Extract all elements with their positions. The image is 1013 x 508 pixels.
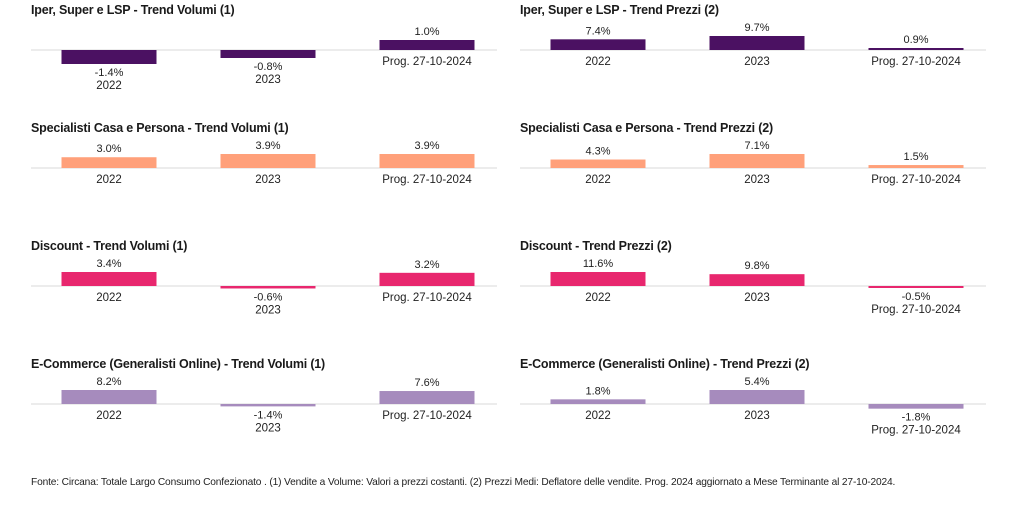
chart-panel: E-Commerce (Generalisti Online) - Trend … xyxy=(31,357,499,467)
category-label: 2022 xyxy=(585,410,611,422)
chart-plot: 8.2% 2022 -1.4%2023 7.6% Prog. 27-10-2024 xyxy=(31,376,497,434)
category-label: 2023 xyxy=(744,292,770,304)
category-label: 2023 xyxy=(255,422,281,434)
chart-plot: 4.3% 2022 7.1% 2023 1.5% Prog. 27-10-2024 xyxy=(520,140,986,186)
bar xyxy=(220,50,316,58)
category-label: 2022 xyxy=(96,80,122,92)
bar xyxy=(61,272,157,286)
category-label: 2022 xyxy=(96,174,122,186)
data-label: -1.4% xyxy=(254,409,283,421)
data-label: 5.4% xyxy=(744,376,769,388)
data-label: 3.4% xyxy=(96,258,121,270)
chart-plot: 7.4% 2022 9.7% 2023 0.9% Prog. 27-10-2024 xyxy=(520,22,986,68)
chart-title: Iper, Super e LSP - Trend Volumi (1) xyxy=(31,3,235,17)
bar xyxy=(709,36,805,50)
category-label: 2023 xyxy=(255,174,281,186)
chart-panel: Specialisti Casa e Persona - Trend Volum… xyxy=(31,121,499,231)
bar xyxy=(61,157,157,168)
chart-title: E-Commerce (Generalisti Online) - Trend … xyxy=(520,357,810,371)
category-label: Prog. 27-10-2024 xyxy=(871,56,961,68)
category-label: 2023 xyxy=(255,304,281,316)
bar xyxy=(709,390,805,404)
chart-plot: 11.6% 2022 9.8% 2023 -0.5%Prog. 27-10-2024 xyxy=(520,258,986,316)
chart-plot: -1.4%2022 -0.8%2023 1.0% Prog. 27-10-2024 xyxy=(31,26,497,92)
data-label: 7.1% xyxy=(744,140,769,152)
category-label: 2022 xyxy=(96,410,122,422)
data-label: 9.8% xyxy=(744,260,769,272)
category-label: 2023 xyxy=(744,174,770,186)
bar xyxy=(868,404,964,409)
data-label: 8.2% xyxy=(96,376,121,388)
bar xyxy=(709,154,805,168)
data-label: -0.8% xyxy=(254,61,283,73)
bar xyxy=(550,159,646,168)
category-label: 2022 xyxy=(585,292,611,304)
bar xyxy=(379,391,475,404)
data-label: 4.3% xyxy=(585,146,610,158)
chart-title: Specialisti Casa e Persona - Trend Prezz… xyxy=(520,121,773,135)
bar xyxy=(550,272,646,286)
category-label: Prog. 27-10-2024 xyxy=(382,410,472,422)
data-label: 0.9% xyxy=(903,34,928,46)
bar xyxy=(709,274,805,286)
bar xyxy=(220,154,316,168)
bar xyxy=(550,399,646,404)
chart-title: Discount - Trend Prezzi (2) xyxy=(520,239,672,253)
category-label: Prog. 27-10-2024 xyxy=(871,304,961,316)
chart-panel: Iper, Super e LSP - Trend Volumi (1) -1.4… xyxy=(31,3,499,113)
data-label: 3.9% xyxy=(255,140,280,152)
category-label: 2023 xyxy=(744,56,770,68)
chart-panel: Discount - Trend Prezzi (2) 11.6% 2022 9.8%… xyxy=(520,239,988,349)
bar xyxy=(379,40,475,50)
chart-panel: E-Commerce (Generalisti Online) - Trend … xyxy=(520,357,988,467)
chart-plot: 3.4% 2022 -0.6%2023 3.2% Prog. 27-10-2024 xyxy=(31,258,497,316)
bar xyxy=(220,286,316,289)
bar xyxy=(61,50,157,64)
bar xyxy=(379,154,475,168)
chart-title: Iper, Super e LSP - Trend Prezzi (2) xyxy=(520,3,719,17)
chart-panel: Discount - Trend Volumi (1) 3.4% 2022 -0.6%… xyxy=(31,239,499,349)
data-label: 3.0% xyxy=(96,143,121,155)
chart-title: Specialisti Casa e Persona - Trend Volum… xyxy=(31,121,289,135)
bar xyxy=(220,404,316,407)
data-label: -1.4% xyxy=(95,67,124,79)
bar xyxy=(550,39,646,50)
chart-title: E-Commerce (Generalisti Online) - Trend … xyxy=(31,357,325,371)
data-label: 11.6% xyxy=(583,258,614,270)
bar xyxy=(868,286,964,288)
category-label: Prog. 27-10-2024 xyxy=(871,425,961,437)
data-label: 9.7% xyxy=(744,22,769,34)
category-label: 2023 xyxy=(255,74,281,86)
chart-plot: 3.0% 2022 3.9% 2023 3.9% Prog. 27-10-2024 xyxy=(31,140,497,186)
bar xyxy=(379,272,475,286)
data-label: 1.0% xyxy=(414,26,439,38)
data-label: -0.6% xyxy=(254,291,283,303)
data-label: 1.5% xyxy=(903,151,928,163)
chart-title: Discount - Trend Volumi (1) xyxy=(31,239,188,253)
data-label: 7.4% xyxy=(585,25,610,37)
data-label: -0.5% xyxy=(902,291,931,303)
bar xyxy=(868,165,964,168)
chart-plot: 1.8% 2022 5.4% 2023 -1.8%Prog. 27-10-2024 xyxy=(520,376,986,437)
category-label: Prog. 27-10-2024 xyxy=(382,292,472,304)
category-label: 2022 xyxy=(96,292,122,304)
footnote: Fonte: Circana: Totale Largo Consumo Con… xyxy=(31,477,896,488)
data-label: 1.8% xyxy=(585,385,610,397)
data-label: 3.2% xyxy=(414,259,439,271)
category-label: 2023 xyxy=(744,410,770,422)
category-label: Prog. 27-10-2024 xyxy=(382,174,472,186)
category-label: 2022 xyxy=(585,56,611,68)
chart-panel: Iper, Super e LSP - Trend Prezzi (2) 7.4%… xyxy=(520,3,988,113)
category-label: 2022 xyxy=(585,174,611,186)
chart-panel: Specialisti Casa e Persona - Trend Prezz… xyxy=(520,121,988,231)
bar xyxy=(868,48,964,50)
data-label: -1.8% xyxy=(902,412,931,424)
bar xyxy=(61,390,157,404)
category-label: Prog. 27-10-2024 xyxy=(871,174,961,186)
data-label: 3.9% xyxy=(414,140,439,152)
data-label: 7.6% xyxy=(414,377,439,389)
category-label: Prog. 27-10-2024 xyxy=(382,56,472,68)
